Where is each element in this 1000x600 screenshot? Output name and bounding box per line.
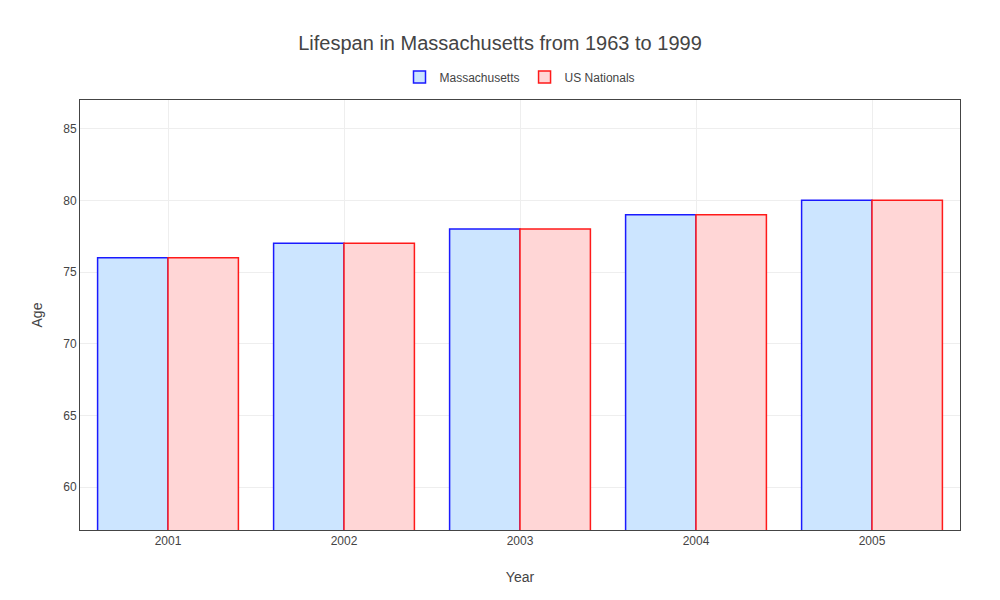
- svg-text:US Nationals: US Nationals: [565, 71, 635, 85]
- svg-text:2005: 2005: [859, 534, 886, 548]
- svg-text:70: 70: [63, 337, 77, 351]
- svg-text:2003: 2003: [507, 534, 534, 548]
- svg-text:75: 75: [63, 265, 77, 279]
- svg-text:60: 60: [63, 480, 77, 494]
- svg-text:65: 65: [63, 409, 77, 423]
- svg-text:85: 85: [63, 122, 77, 136]
- svg-text:Year: Year: [506, 569, 535, 585]
- svg-text:80: 80: [63, 194, 77, 208]
- svg-text:2002: 2002: [331, 534, 358, 548]
- svg-text:2004: 2004: [683, 534, 710, 548]
- svg-text:Lifespan in Massachusetts from: Lifespan in Massachusetts from 1963 to 1…: [298, 32, 702, 54]
- svg-text:2001: 2001: [155, 534, 182, 548]
- svg-text:Massachusetts: Massachusetts: [440, 71, 520, 85]
- svg-text:Age: Age: [29, 302, 45, 327]
